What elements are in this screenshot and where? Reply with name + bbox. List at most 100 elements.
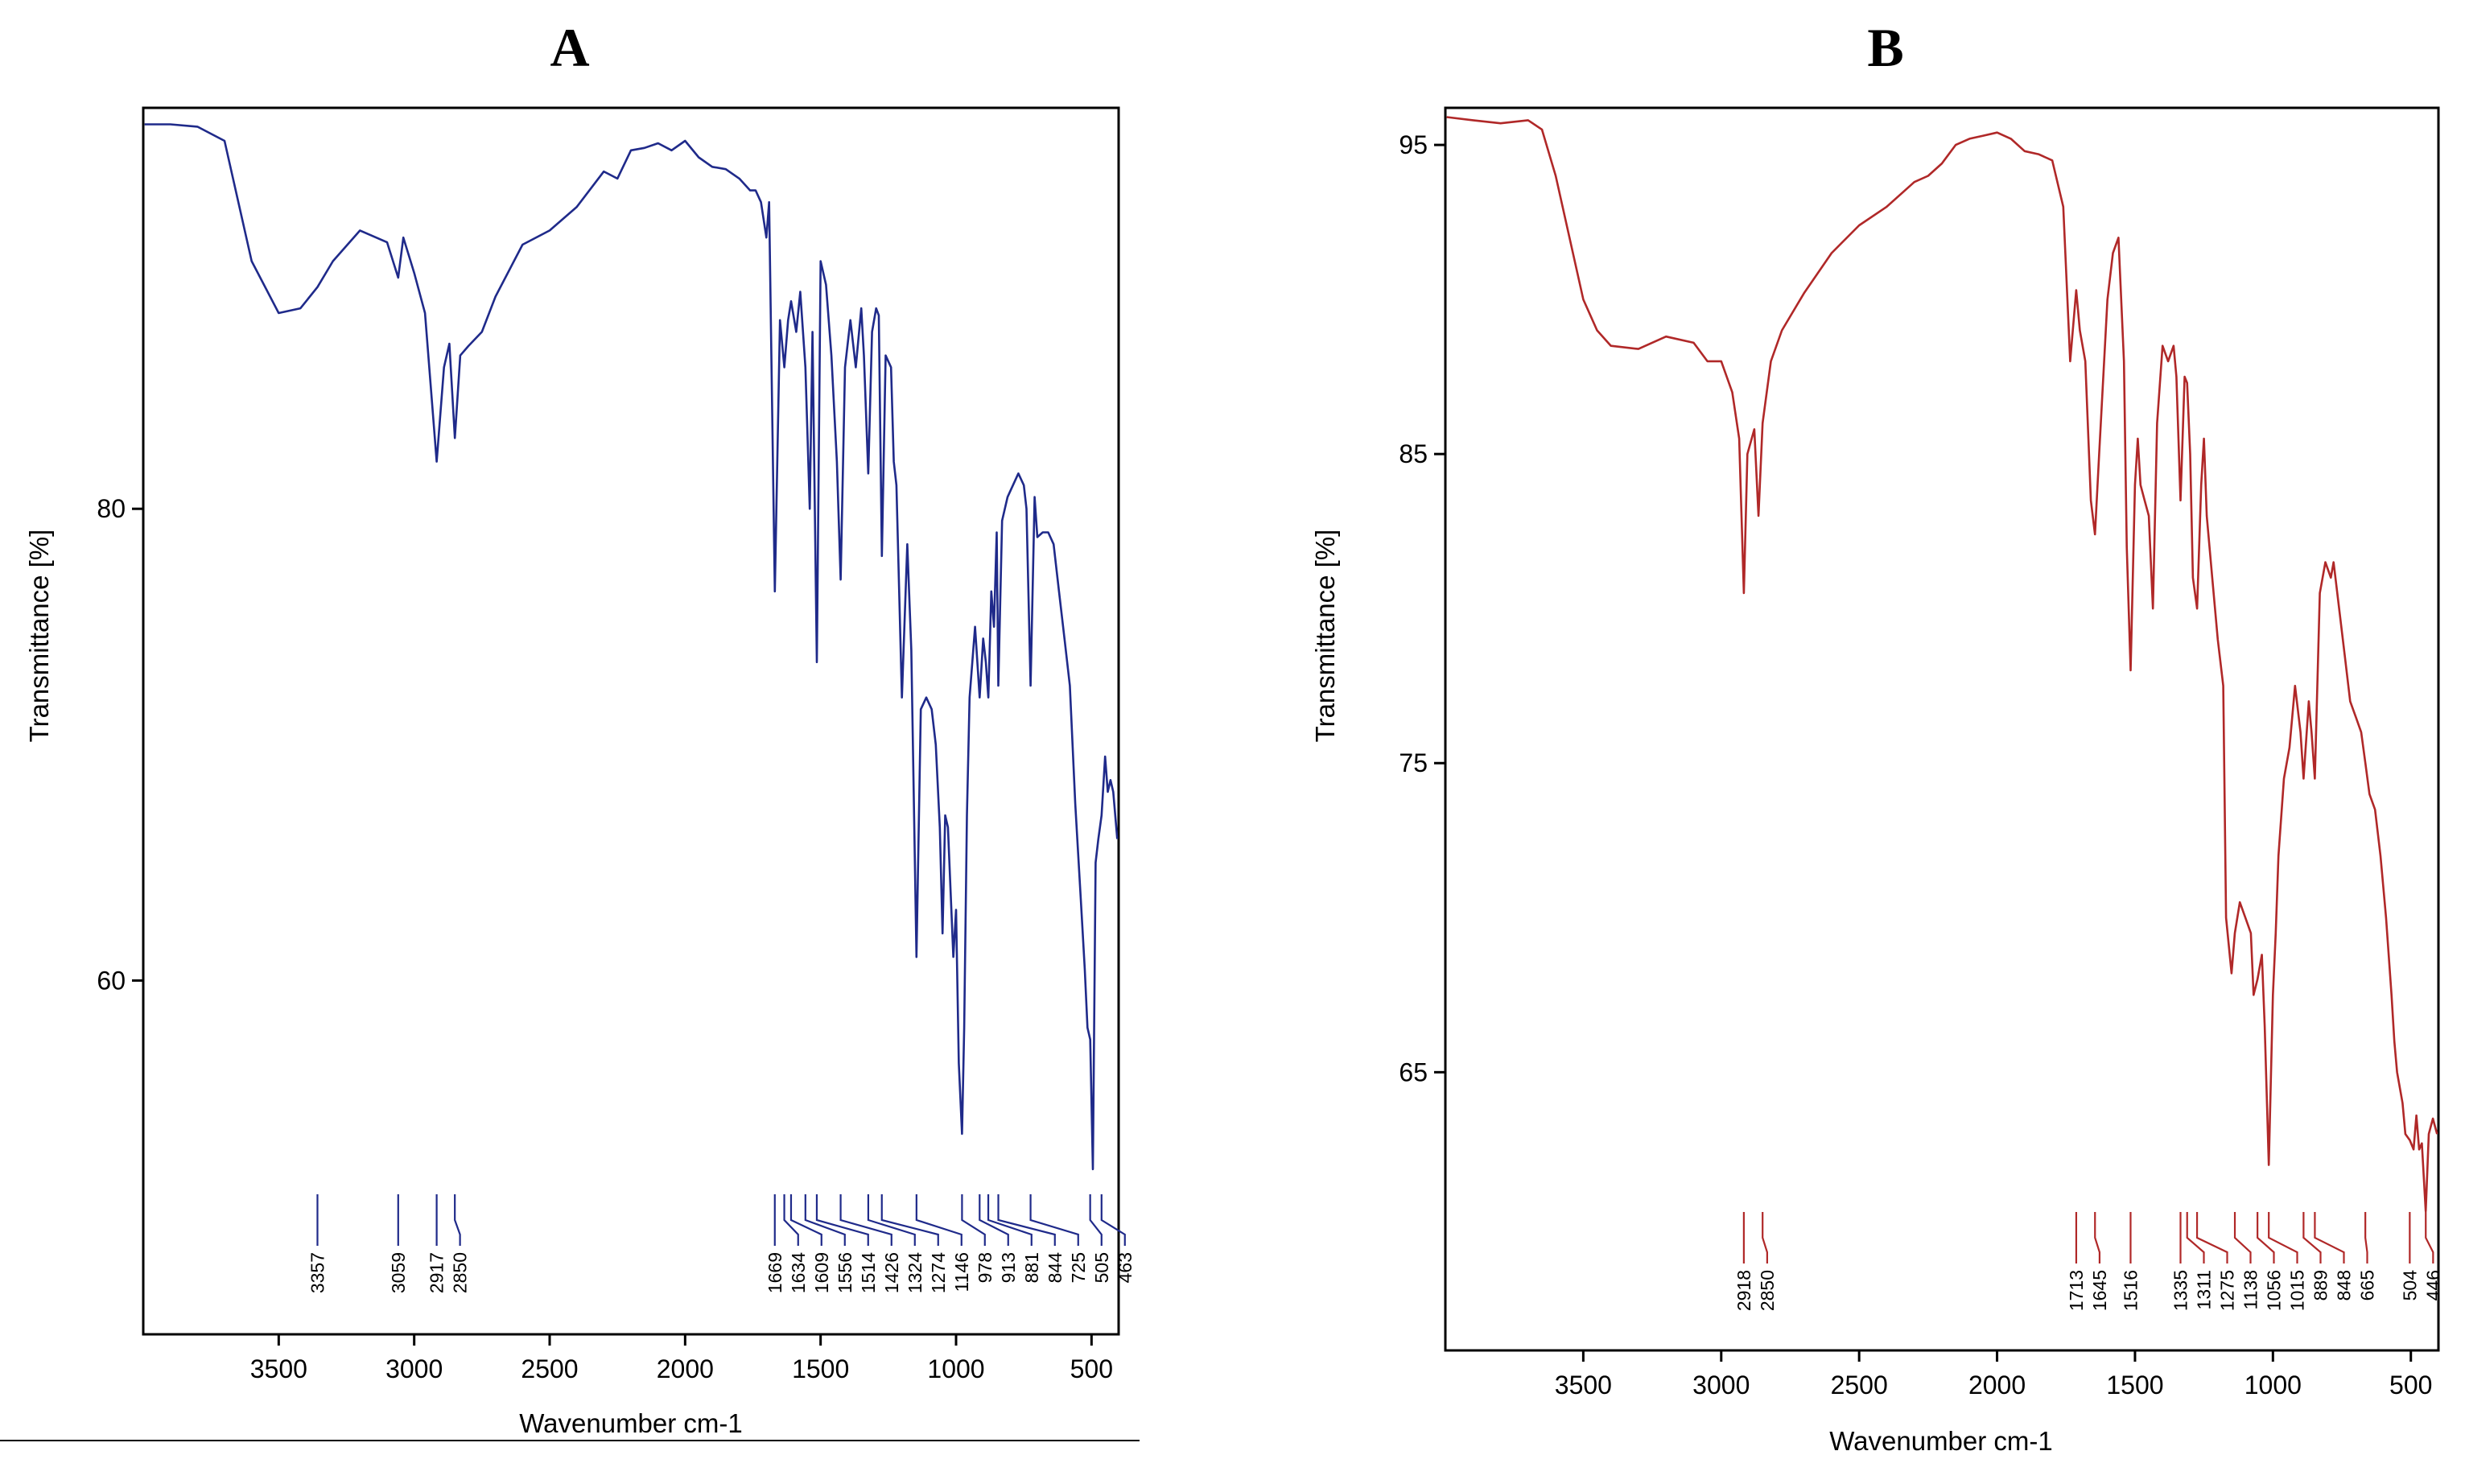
panel-a: A 3500 3000 2500 2000 1500 1000 500 60 80 3357 30… xyxy=(0,17,1140,1441)
panel-a-title: A xyxy=(550,17,589,78)
panel-a-peak-label: 978 xyxy=(975,1252,995,1283)
panel-a-spectrum xyxy=(144,123,1119,1171)
panel-a-peak-label: 725 xyxy=(1068,1252,1089,1283)
panel-b-peak-label: 889 xyxy=(2310,1270,2331,1301)
panel-b-peak-label: 1516 xyxy=(2120,1270,2141,1311)
panel-a-plot-frame xyxy=(142,106,1120,1336)
panel-b-peak-line xyxy=(2302,1212,2322,1263)
panel-b-x-tick-label: 1000 xyxy=(2244,1371,2302,1399)
panel-a-x-tick-label: 2000 xyxy=(657,1354,714,1383)
panel-b-peak-line xyxy=(2268,1212,2298,1263)
panel-b-x-tick-label: 500 xyxy=(2389,1371,2432,1399)
panel-b-y-tick-label: 95 xyxy=(1399,130,1428,159)
panel-a-x-tick-label: 3500 xyxy=(250,1354,307,1383)
panel-a-peak-label: 1274 xyxy=(928,1252,949,1293)
panel-a-spectrum-line xyxy=(144,123,1119,1171)
panel-b-spectrum xyxy=(1446,116,2438,1213)
panel-b-peak-label: 2918 xyxy=(1733,1270,1754,1311)
panel-b-peak-line xyxy=(2233,1212,2252,1263)
panel-b-peak-line xyxy=(1762,1212,1768,1263)
panel-a-peak-line xyxy=(789,1194,822,1246)
panel-b-peak-label: 848 xyxy=(2334,1270,2355,1301)
panel-b-peak-label: 665 xyxy=(2357,1270,2378,1301)
panel-b-x-tick-label: 3000 xyxy=(1692,1371,1750,1399)
panel-a-peak-line xyxy=(997,1194,1056,1246)
panel-a-x-tick-label: 1500 xyxy=(792,1354,849,1383)
panel-b-y-tick-label: 65 xyxy=(1399,1057,1428,1086)
panel-b-peak-line xyxy=(2314,1212,2345,1263)
panel-b-y-tick-label: 85 xyxy=(1399,439,1428,468)
panel-b-peak-line xyxy=(2425,1212,2434,1263)
panel-b-plot-frame xyxy=(1444,106,2440,1352)
panel-b-peak-label: 504 xyxy=(2399,1270,2420,1301)
panel-b-peak-line xyxy=(2195,1212,2228,1263)
panel-b: B 3500 3000 2500 2000 1500 1000 500 65 75 85 95 29… xyxy=(1310,17,2443,1456)
panel-b-title: B xyxy=(1867,17,1903,78)
panel-a-peak-line xyxy=(867,1194,916,1246)
panel-a-x-tick-label: 1000 xyxy=(927,1354,984,1383)
panel-a-y-axis-label: Transmittance [%] xyxy=(24,530,54,743)
panel-b-x-tick-label: 3500 xyxy=(1555,1371,1612,1399)
panel-a-peak-line xyxy=(783,1194,799,1246)
panel-a-peak-label: 844 xyxy=(1045,1252,1066,1284)
panel-a-peak-line xyxy=(979,1194,1009,1246)
panel-a-peak-line xyxy=(880,1194,939,1246)
panel-a-peak-label: 881 xyxy=(1021,1252,1042,1283)
panel-a-peak-line xyxy=(961,1194,986,1246)
panel-a-peak-label: 1426 xyxy=(881,1252,902,1293)
panel-a-peak-label: 1146 xyxy=(951,1252,972,1292)
panel-a-peak-label: 2917 xyxy=(427,1252,447,1293)
panel-b-peak-markers: 2918 2850 1713 1645 1516 1335 1311 1275 1138 1056… xyxy=(1733,1212,2443,1311)
panel-a-peak-label: 3059 xyxy=(388,1252,409,1293)
panel-b-x-tick-label: 2500 xyxy=(1831,1371,1888,1399)
panel-b-peak-line xyxy=(2186,1212,2205,1263)
panel-b-y-tick-label: 75 xyxy=(1399,748,1428,777)
panel-b-peak-label: 2850 xyxy=(1757,1270,1778,1311)
panel-b-x-tick-label: 2000 xyxy=(1968,1371,2026,1399)
panel-b-spectrum-line xyxy=(1446,116,2438,1213)
panel-b-peak-label: 1713 xyxy=(2066,1270,2087,1311)
panel-a-peak-line xyxy=(815,1194,869,1246)
panel-a-peak-line xyxy=(987,1194,1033,1246)
panel-b-peak-label: 1056 xyxy=(2264,1270,2285,1311)
panel-a-peak-label: 1634 xyxy=(788,1252,809,1293)
panel-a-x-tick-label: 500 xyxy=(1070,1354,1113,1383)
panel-a-peak-label: 505 xyxy=(1091,1252,1112,1283)
panel-a-peak-label: 1609 xyxy=(811,1252,832,1293)
panel-a-x-tick-label: 2500 xyxy=(521,1354,578,1383)
panel-b-peak-line xyxy=(2364,1212,2368,1263)
panel-a-peak-label: 913 xyxy=(998,1252,1019,1283)
panel-a-peak-label: 1669 xyxy=(765,1252,785,1293)
panel-a-peak-line xyxy=(1100,1194,1126,1246)
panel-a-peak-label: 1514 xyxy=(858,1252,879,1293)
panel-b-peak-line xyxy=(2094,1212,2101,1263)
panel-a-peak-label: 2850 xyxy=(450,1252,471,1293)
panel-a-y-tick-label: 60 xyxy=(97,966,126,995)
panel-b-x-tick-label: 1500 xyxy=(2106,1371,2163,1399)
panel-b-peak-label: 446 xyxy=(2422,1270,2443,1301)
panel-a-y-tick-label: 80 xyxy=(97,494,126,523)
panel-b-peak-label: 1335 xyxy=(2170,1270,2191,1311)
panel-a-peak-label: 1556 xyxy=(835,1252,855,1293)
panel-a-peak-line xyxy=(839,1194,892,1246)
panel-a-peak-line xyxy=(1089,1194,1103,1246)
panel-a-x-axis-label: Wavenumber cm-1 xyxy=(519,1408,743,1438)
panel-a-peak-label: 463 xyxy=(1115,1252,1136,1283)
panel-a-peak-line xyxy=(1029,1194,1079,1246)
panel-a-x-tick-label: 3000 xyxy=(385,1354,443,1383)
panel-b-ticks: 3500 3000 2500 2000 1500 1000 500 65 75 85 95 xyxy=(1399,130,2432,1399)
panel-b-peak-label: 1275 xyxy=(2217,1270,2238,1311)
panel-b-peak-label: 1645 xyxy=(2089,1270,2110,1311)
panel-a-peak-markers: 3357 3059 2917 2850 1669 1634 1609 1556 1514 1426… xyxy=(307,1194,1136,1293)
panel-a-peak-label: 1324 xyxy=(905,1252,925,1293)
panel-b-peak-label: 1311 xyxy=(2194,1270,2215,1309)
panel-a-peak-line xyxy=(804,1194,846,1246)
panel-b-peak-label: 1138 xyxy=(2240,1270,2261,1309)
panel-a-peak-line xyxy=(915,1194,963,1246)
panel-b-peak-line xyxy=(2257,1212,2275,1263)
panel-a-peak-line xyxy=(454,1194,461,1246)
panel-b-x-axis-label: Wavenumber cm-1 xyxy=(1829,1426,2053,1456)
panel-b-y-axis-label: Transmittance [%] xyxy=(1310,530,1340,743)
panel-a-peak-label: 3357 xyxy=(307,1252,328,1293)
